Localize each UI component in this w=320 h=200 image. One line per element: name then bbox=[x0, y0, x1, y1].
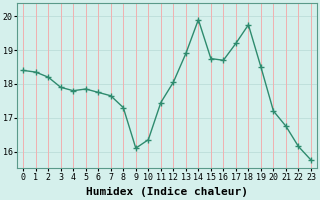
X-axis label: Humidex (Indice chaleur): Humidex (Indice chaleur) bbox=[86, 187, 248, 197]
